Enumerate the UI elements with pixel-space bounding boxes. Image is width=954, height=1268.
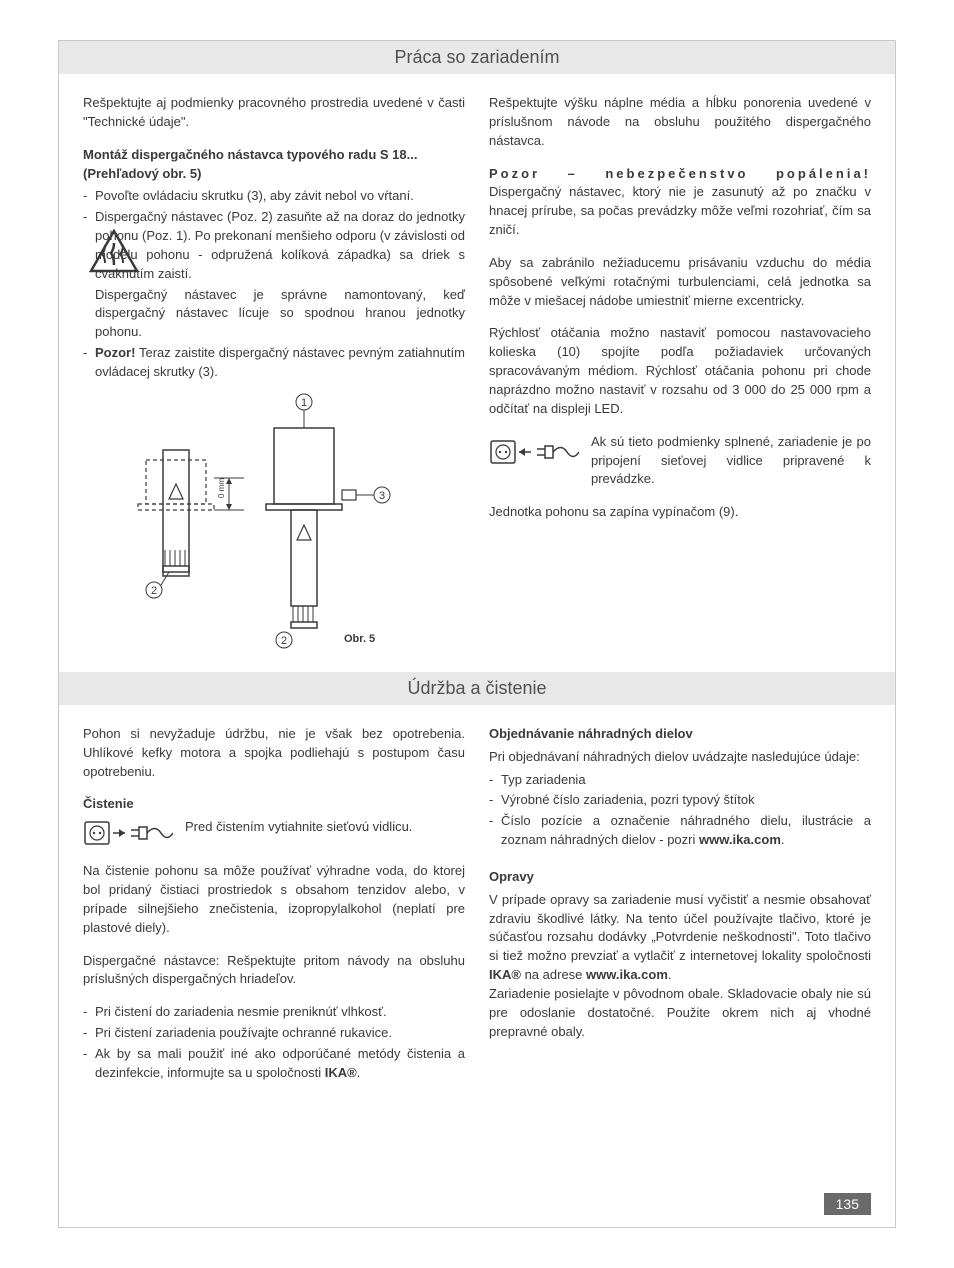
page-number: 135: [824, 1193, 871, 1215]
body-text: Rýchlosť otáčania možno nastaviť pomocou…: [489, 324, 871, 418]
section-header-1: Práca so zariadením: [59, 41, 895, 74]
svg-text:Obr. 5: Obr. 5: [344, 633, 375, 645]
unplug-instruction: Pred čistením vytiahnite sieťovú vidlicu…: [83, 818, 465, 848]
body-text: Pri objednávaní náhradných dielov uvádza…: [489, 748, 871, 767]
socket-plug-icon: [489, 433, 579, 471]
body-text: V prípade opravy sa zariadenie musí vyči…: [489, 891, 871, 985]
mounting-subhead: Montáž dispergačného nástavca typového r…: [83, 146, 465, 184]
list-item: - Pozor! Teraz zaistite dispergačný nást…: [83, 344, 465, 382]
svg-text:2: 2: [151, 585, 157, 597]
body-text: Pohon si nevyžaduje údržbu, nie je však …: [83, 725, 465, 782]
svg-text:2: 2: [281, 635, 287, 647]
repairs-subhead: Opravy: [489, 868, 871, 887]
socket-unplug-icon: [83, 818, 173, 848]
body-text: Aby sa zabránilo nežiaducemu prisávaniu …: [489, 254, 871, 311]
list-item: -Typ zariadenia: [489, 771, 871, 790]
ordering-subhead: Objednávanie náhradných dielov: [489, 725, 871, 744]
body-text: Jednotka pohonu sa zapína vypínačom (9).: [489, 503, 871, 522]
svg-text:0 mm: 0 mm: [217, 477, 226, 497]
intro-text: Rešpektujte aj podmienky pracovného pros…: [83, 94, 465, 132]
svg-text:1: 1: [301, 397, 307, 409]
body-text: Zariadenie posielajte v pôvodnom obale. …: [489, 985, 871, 1042]
plug-instruction: Ak sú tieto podmienky splnené, zariadeni…: [489, 433, 871, 490]
list-item: - Dispergačný nástavec (Poz. 2) zasuňte …: [83, 208, 465, 283]
svg-text:3: 3: [379, 490, 385, 502]
list-item: -Výrobné číslo zariadenia, pozri typový …: [489, 791, 871, 810]
cleaning-subhead: Čistenie: [83, 795, 465, 814]
list-item: - Povoľte ovládaciu skrutku (3), aby záv…: [83, 187, 465, 206]
list-item: -Pri čistení do zariadenia nesmie prenik…: [83, 1003, 465, 1022]
body-text: Dispergačné nástavce: Rešpektujte pritom…: [83, 952, 465, 990]
list-item: -Číslo pozície a označenie náhradného di…: [489, 812, 871, 850]
body-text: Na čistenie pohonu sa môže používať výhr…: [83, 862, 465, 937]
body-text: Pozor – nebezpečenstvo popálenia! Disper…: [489, 165, 871, 240]
mounting-diagram: 1 3: [83, 390, 465, 650]
body-text: Rešpektujte výšku náplne média a hĺbku p…: [489, 94, 871, 151]
list-item: -Pri čistení zariadenia používajte ochra…: [83, 1024, 465, 1043]
list-item: -Ak by sa mali použiť iné ako odporúčané…: [83, 1045, 465, 1083]
section-header-2: Údržba a čistenie: [59, 672, 895, 705]
list-continuation: Dispergačný nástavec je správne namontov…: [83, 286, 465, 343]
